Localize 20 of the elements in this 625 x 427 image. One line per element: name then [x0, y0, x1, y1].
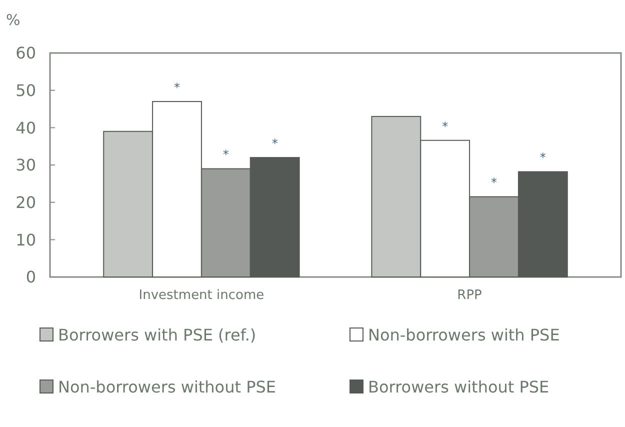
legend-label: Non-borrowers with PSE — [368, 326, 560, 345]
y-tick-label: 40 — [16, 118, 36, 138]
y-tick-label: 50 — [16, 80, 36, 100]
y-axis-title: % — [6, 11, 20, 29]
y-tick-label: 0 — [26, 268, 36, 287]
y-tick-label: 30 — [16, 156, 36, 175]
annotation: * — [491, 176, 497, 190]
y-tick-label: 10 — [16, 230, 36, 250]
annotation: * — [272, 136, 278, 151]
legend-label: Borrowers without PSE — [368, 378, 550, 397]
legend-label: Non-borrowers without PSE — [58, 378, 276, 397]
y-tick-label: 20 — [16, 192, 36, 212]
x-tick-label: RPP — [457, 288, 482, 303]
annotation: * — [174, 80, 180, 95]
annotation: * — [442, 119, 448, 134]
legend-label: Borrowers with PSE (ref.) — [58, 326, 256, 345]
y-tick-label: 60 — [16, 44, 36, 63]
x-tick-label: Investment income — [138, 288, 264, 303]
annotation: * — [540, 150, 546, 165]
annotation: * — [222, 148, 229, 162]
